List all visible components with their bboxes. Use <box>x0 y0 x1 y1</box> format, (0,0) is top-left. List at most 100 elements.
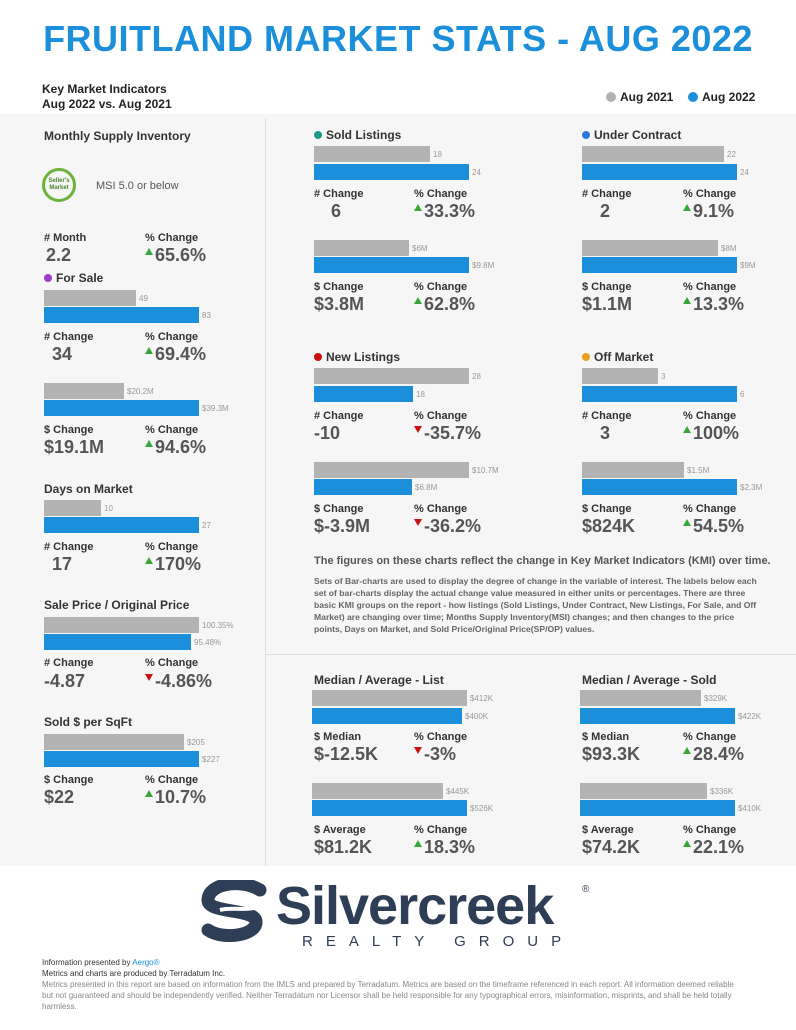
new-label-4: % Change <box>414 503 468 515</box>
sold-dollars-2021-bar <box>314 240 409 256</box>
list-median-2021-bar <box>312 690 467 706</box>
sp-title: Sale Price / Original Price <box>44 598 190 612</box>
list-average-2021-bar <box>312 783 443 799</box>
kmi-heading: Key Market Indicators Aug 2022 vs. Aug 2… <box>42 82 172 112</box>
column-divider <box>265 118 266 866</box>
legend-aug-2022: Aug 2022 <box>688 90 755 104</box>
list-label-4: % Change <box>414 824 468 836</box>
off-units-2021-label: 3 <box>661 372 666 381</box>
logo-wordmark: Silvercreek <box>276 876 554 936</box>
down-arrow-icon <box>414 747 422 754</box>
off-dollars-2022-bar <box>582 479 737 495</box>
off-value-2: 100% <box>683 423 739 444</box>
sold-value-3: $3.8M <box>314 294 365 314</box>
for-sale-value-2: 69.4% <box>145 344 206 365</box>
up-arrow-icon <box>145 248 153 255</box>
off-value-3: $824K <box>582 516 636 536</box>
off-market-title: Off Market <box>582 350 653 364</box>
soldp-value-3: $74.2K <box>582 837 641 857</box>
sold-units-2021-bar <box>314 146 430 162</box>
msi-value-2: 65.6% <box>145 245 206 266</box>
soldp-average-2021-label: $336K <box>710 787 734 796</box>
uc-label-1: # Change <box>582 188 632 200</box>
off-value-4: 54.5% <box>683 516 744 537</box>
kmi-line1: Key Market Indicators <box>42 82 167 96</box>
sold-label-4: % Change <box>414 281 468 293</box>
list-median-2021-label: $412K <box>470 694 494 703</box>
uc-units-2021-bar <box>582 146 724 162</box>
off-label-1: # Change <box>582 410 632 422</box>
for-sale-units-2021-bar <box>44 290 136 306</box>
new-value-4: -36.2% <box>414 516 481 537</box>
uc-units-2022-label: 24 <box>740 168 749 177</box>
list-value-2: -3% <box>414 744 456 765</box>
new-value-1: -10 <box>314 423 341 443</box>
sold-price-title: Median / Average - Sold <box>582 673 717 687</box>
sold-value-4: 62.8% <box>414 294 475 315</box>
sold-units-2021-label: 18 <box>433 150 442 159</box>
kmi-note-heading: The figures on these charts reflect the … <box>314 555 771 567</box>
up-arrow-icon <box>414 204 422 211</box>
msi-label-2: % Change <box>145 232 199 244</box>
legend-dot-gray <box>606 92 616 102</box>
sp-2022-label: 95.48% <box>194 638 222 647</box>
down-arrow-icon <box>414 426 422 433</box>
sqft-2021-label: $205 <box>187 738 205 747</box>
off-units-2021-bar <box>582 368 658 384</box>
up-arrow-icon <box>683 519 691 526</box>
off-label-2: % Change <box>683 410 737 422</box>
list-average-2022-label: $526K <box>470 804 494 813</box>
for-sale-dollars-2021-bar <box>44 383 124 399</box>
list-average-2021-label: $445K <box>446 787 470 796</box>
msi-text: MSI 5.0 or below <box>96 180 179 192</box>
uc-dollars-2021-bar <box>582 240 718 256</box>
list-label-2: % Change <box>414 731 468 743</box>
uc-dollars-2021-label: $8M <box>721 244 737 253</box>
kmi-line2: Aug 2022 vs. Aug 2021 <box>42 97 172 111</box>
uc-dollars-2022-bar <box>582 257 737 273</box>
sold-units-2022-label: 24 <box>472 168 481 177</box>
sp-value-2: -4.86% <box>145 671 212 692</box>
uc-value-4: 13.3% <box>683 294 744 315</box>
legend-aug-2021: Aug 2021 <box>606 90 673 104</box>
row-divider <box>266 654 796 655</box>
aergo-link[interactable]: Aergo® <box>132 958 160 967</box>
up-arrow-icon <box>414 297 422 304</box>
msi-label-1: # Month <box>44 232 87 244</box>
dom-2021-bar <box>44 500 101 516</box>
sp-2021-bar <box>44 617 199 633</box>
new-units-2022-bar <box>314 386 413 402</box>
up-arrow-icon <box>414 840 422 847</box>
for-sale-value-4: 94.6% <box>145 437 206 458</box>
sp-label-2: % Change <box>145 657 199 669</box>
sqft-label-1: $ Change <box>44 774 94 786</box>
dom-label-2: % Change <box>145 541 199 553</box>
kmi-note-body: Sets of Bar-charts are used to display t… <box>314 576 757 634</box>
list-label-3: $ Average <box>314 824 366 836</box>
for-sale-label-2: % Change <box>145 331 199 343</box>
off-label-3: $ Change <box>582 503 632 515</box>
up-arrow-icon <box>683 297 691 304</box>
for-sale-dollars-2021-label: $20.2M <box>127 387 154 396</box>
soldp-median-2021-label: $329K <box>704 694 728 703</box>
s-swoosh-icon <box>201 880 267 942</box>
dom-value-2: 170% <box>145 554 201 575</box>
new-dollars-2022-label: $6.8M <box>415 483 438 492</box>
footer-presented: Information presented by Aergo® <box>42 958 160 967</box>
soldp-label-1: $ Median <box>582 731 630 743</box>
for-sale-value-1: 34 <box>52 344 73 364</box>
uc-value-2: 9.1% <box>683 201 734 222</box>
sold-value-1: 6 <box>331 201 342 221</box>
down-arrow-icon <box>414 519 422 526</box>
soldp-median-2022-label: $422K <box>738 712 762 721</box>
off-dollars-2022-label: $2.3M <box>740 483 763 492</box>
sqft-value-2: 10.7% <box>145 787 206 808</box>
soldp-median-2022-bar <box>580 708 735 724</box>
registered-mark: ® <box>582 884 590 895</box>
up-arrow-icon <box>145 557 153 564</box>
dom-label-1: # Change <box>44 541 94 553</box>
new-units-2021-label: 28 <box>472 372 481 381</box>
page-title: FRUITLAND MARKET STATS - AUG 2022 <box>43 18 753 59</box>
legend-label-a: Aug 2021 <box>620 90 674 104</box>
uc-value-1: 2 <box>600 201 611 221</box>
